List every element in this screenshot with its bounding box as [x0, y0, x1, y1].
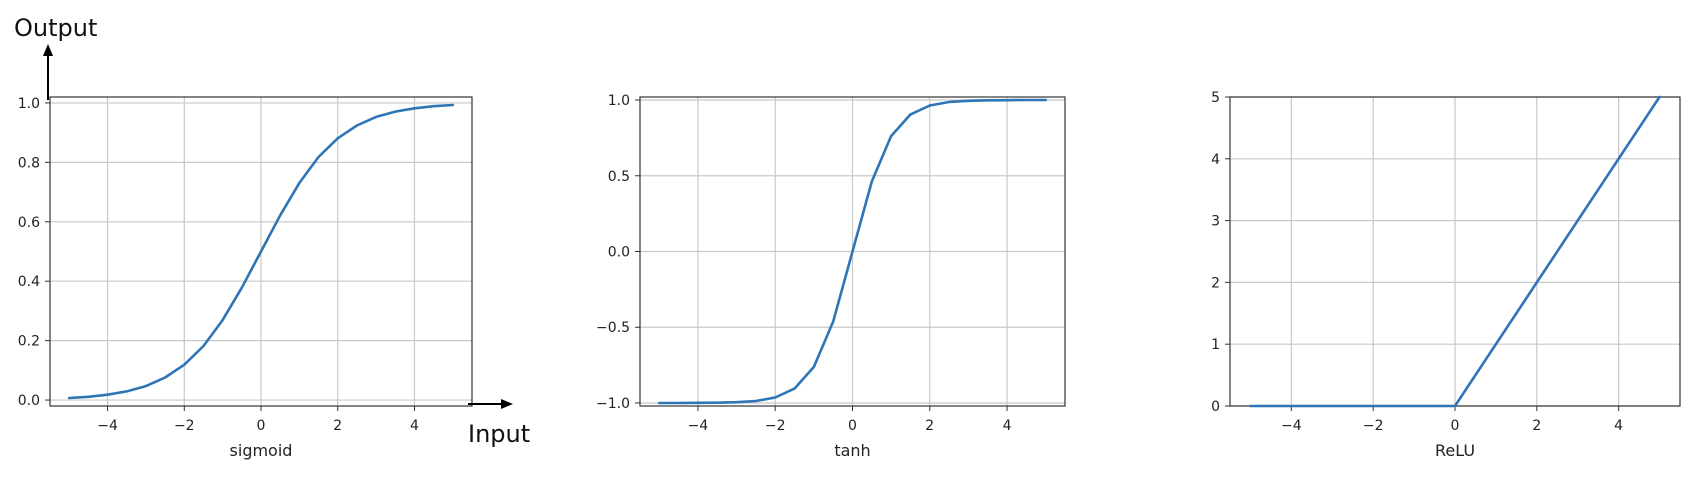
input-arrow-head	[501, 399, 513, 409]
relu-chart-panel: −4 −2 0 2 4 0 1 2 3 4 5 ReLU	[1211, 90, 1681, 460]
sigmoid-y-tick-label: 0.8	[18, 155, 40, 171]
tanh-y-tick-label: −1.0	[596, 396, 630, 412]
relu-x-axis-label: ReLU	[1435, 441, 1475, 460]
relu-y-tick-label: 4	[1211, 152, 1220, 168]
input-annotation-label: Input	[468, 420, 530, 448]
relu-x-tick-label: 0	[1451, 418, 1460, 434]
tanh-y-tick-label: −0.5	[596, 320, 630, 336]
sigmoid-chart-panel: −4 −2 0 2 4 0.0 0.2 0.4 0.6 0.8 1.0 sigmoid	[18, 96, 473, 460]
relu-y-tick-label: 5	[1211, 90, 1220, 106]
sigmoid-x-tick-label: 4	[410, 418, 419, 434]
relu-y-tick-label: 0	[1211, 399, 1220, 415]
output-annotation-label: Output	[14, 14, 97, 42]
sigmoid-series-line	[67, 103, 455, 400]
annotation-arrows: Output Input	[14, 14, 530, 448]
sigmoid-y-tick-label: 0.2	[18, 334, 40, 350]
sigmoid-x-tick-label: −4	[97, 418, 118, 434]
relu-y-tick-label: 2	[1211, 275, 1220, 291]
tanh-x-tick-label: −4	[688, 418, 709, 434]
relu-x-tick-label: −2	[1363, 418, 1384, 434]
tanh-x-tick-label: 4	[1003, 418, 1012, 434]
sigmoid-y-tick-label: 1.0	[18, 96, 40, 112]
tanh-y-tick-label: 0.0	[608, 245, 630, 261]
sigmoid-y-tick-label: 0.0	[18, 393, 40, 409]
tanh-series-line	[658, 98, 1047, 405]
relu-y-tick-label: 3	[1211, 214, 1220, 230]
sigmoid-x-tick-label: 2	[333, 418, 342, 434]
sigmoid-x-axis-label: sigmoid	[230, 441, 293, 460]
sigmoid-x-tick-label: 0	[257, 418, 266, 434]
output-arrow-head	[43, 44, 53, 56]
relu-x-tick-label: 2	[1532, 418, 1541, 434]
tanh-x-tick-label: 0	[848, 418, 857, 434]
tanh-y-tick-label: 0.5	[608, 169, 630, 185]
tanh-x-tick-label: −2	[765, 418, 786, 434]
relu-x-tick-label: −4	[1281, 418, 1302, 434]
relu-series-line	[1249, 95, 1661, 408]
sigmoid-x-tick-label: −2	[174, 418, 195, 434]
tanh-x-axis-label: tanh	[834, 441, 870, 460]
sigmoid-y-tick-label: 0.6	[18, 215, 40, 231]
tanh-x-tick-label: 2	[925, 418, 934, 434]
tanh-y-tick-label: 1.0	[608, 93, 630, 109]
tanh-chart-panel: −4 −2 0 2 4 −1.0 −0.5 0.0 0.5 1.0 tanh	[596, 93, 1066, 460]
sigmoid-y-tick-label: 0.4	[18, 274, 40, 290]
relu-x-tick-label: 4	[1614, 418, 1623, 434]
relu-y-tick-label: 1	[1211, 337, 1220, 353]
